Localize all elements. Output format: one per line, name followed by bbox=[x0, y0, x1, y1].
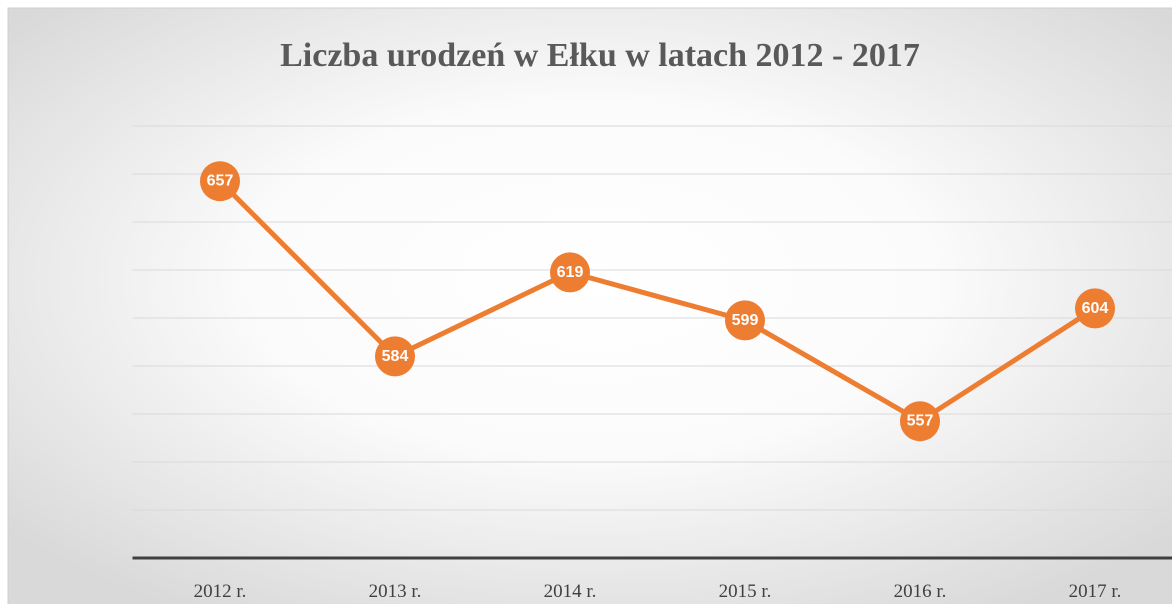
marker bbox=[550, 252, 590, 293]
marker bbox=[1075, 288, 1115, 329]
x-tick-label: 2015 r. bbox=[719, 581, 772, 602]
marker bbox=[725, 300, 765, 341]
data-label: 604 bbox=[1082, 300, 1109, 317]
x-tick-label: 2014 r. bbox=[544, 581, 597, 602]
x-tick-label: 2017 r. bbox=[1069, 581, 1122, 602]
x-tick-label: 2012 r. bbox=[194, 581, 247, 602]
data-label: 619 bbox=[557, 264, 584, 281]
marker bbox=[375, 336, 415, 377]
marker bbox=[900, 401, 940, 442]
line-series bbox=[218, 179, 1097, 424]
data-label: 584 bbox=[382, 348, 409, 365]
x-tick-label: 2013 r. bbox=[369, 581, 422, 602]
data-label: 599 bbox=[732, 312, 759, 329]
data-label: 557 bbox=[907, 413, 934, 430]
marker bbox=[200, 161, 240, 202]
chart-background bbox=[7, 7, 1172, 604]
x-tick-label: 2016 r. bbox=[894, 581, 947, 602]
data-label: 657 bbox=[207, 173, 234, 190]
chart-title: Liczba urodzeń w Ełku w latach 2012 - 20… bbox=[280, 37, 920, 74]
